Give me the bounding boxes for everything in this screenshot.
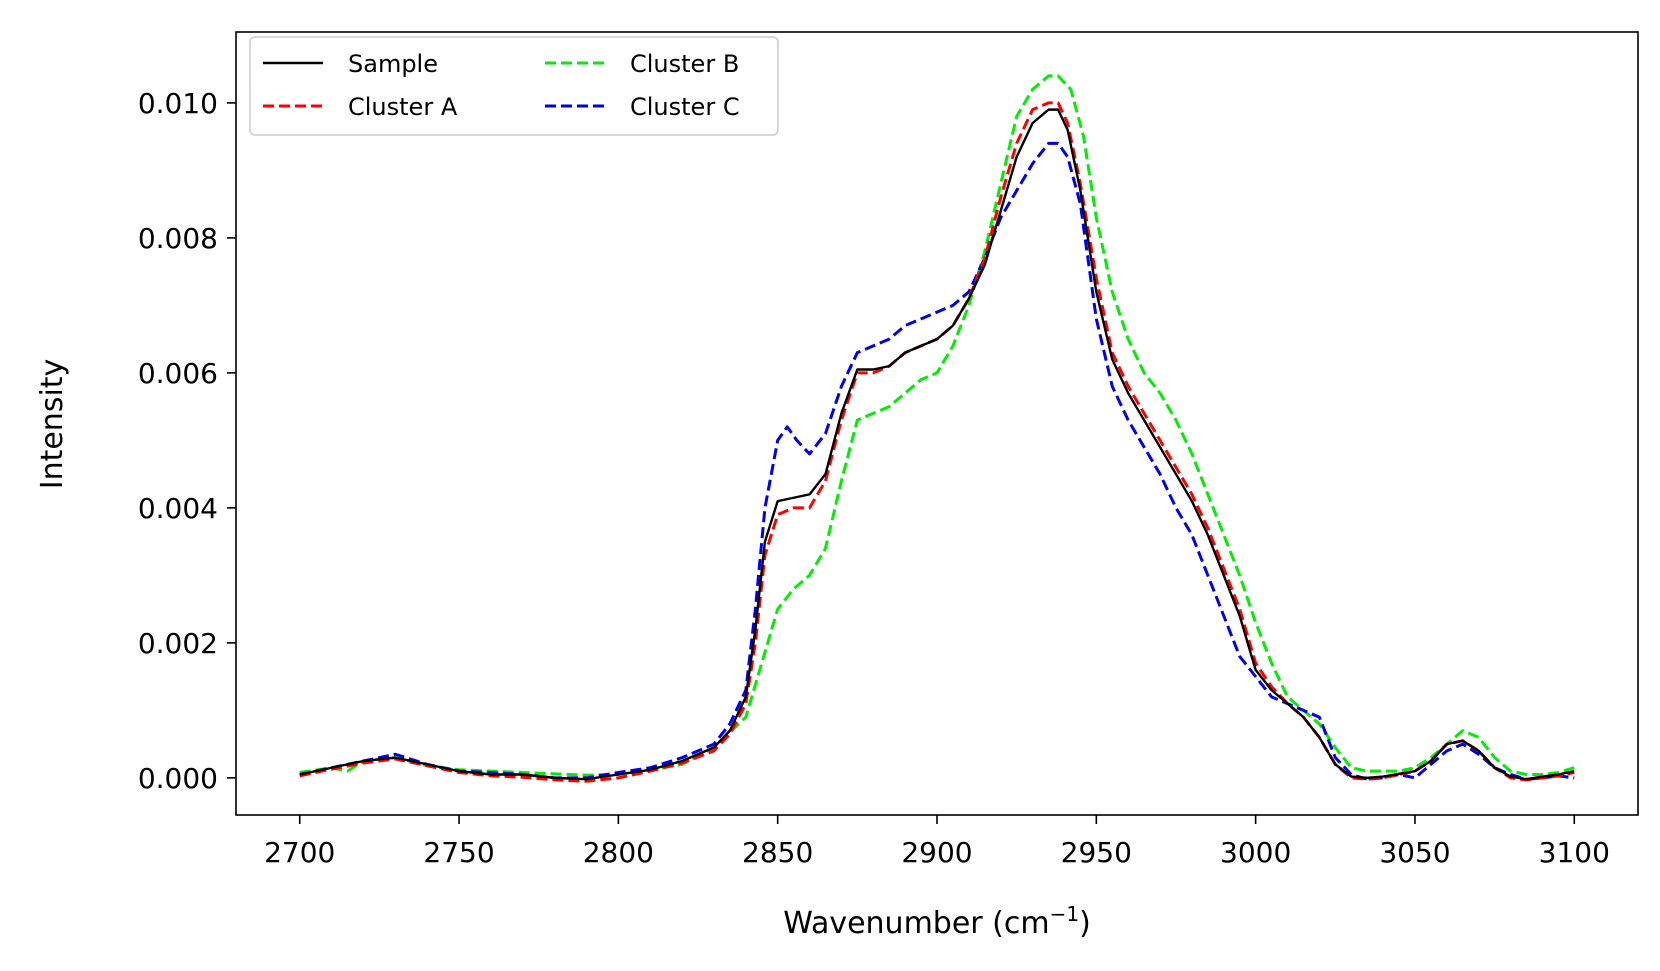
- series-line-sample: [299, 108, 1575, 781]
- x-tick-label: 3000: [1220, 836, 1291, 869]
- x-axis-title-superscript: −1: [1050, 902, 1079, 926]
- x-axis-title-close: ): [1079, 906, 1091, 941]
- x-tick-label: 2950: [1061, 836, 1132, 869]
- x-tick-label: 3050: [1379, 836, 1450, 869]
- x-tick-label: 2800: [583, 836, 654, 869]
- y-axis-title: Intensity: [35, 359, 70, 490]
- y-tick-label: 0.004: [138, 492, 218, 525]
- x-axis: 2700 2750 2800 2850 2900 2950 3000 3050 3100: [264, 815, 1610, 869]
- x-axis-title: Wavenumber (cm−1): [783, 902, 1091, 941]
- y-tick-label: 0.006: [138, 357, 218, 390]
- x-tick-label: 2750: [423, 836, 494, 869]
- legend-label-cluster-c: Cluster C: [630, 93, 740, 121]
- x-tick-label: 2850: [742, 836, 813, 869]
- legend-label-cluster-a: Cluster A: [348, 93, 458, 121]
- x-tick-label: 2700: [264, 836, 335, 869]
- legend: Sample Cluster A Cluster B Cluster C: [249, 36, 779, 136]
- y-tick-label: 0.000: [138, 762, 218, 795]
- x-tick-label: 2900: [901, 836, 972, 869]
- x-tick-label: 3100: [1539, 836, 1610, 869]
- y-axis: 0.000 0.002 0.004 0.006 0.008 0.010: [138, 87, 236, 795]
- legend-label-sample: Sample: [348, 50, 438, 78]
- series-line-cluster-b: [299, 74, 1575, 777]
- series-layer: [299, 74, 1575, 783]
- y-tick-label: 0.010: [138, 87, 218, 120]
- plot-area: [236, 32, 1638, 815]
- x-axis-title-main: Wavenumber (cm: [783, 906, 1049, 941]
- y-tick-label: 0.008: [138, 222, 218, 255]
- legend-box: [249, 36, 779, 136]
- legend-label-cluster-b: Cluster B: [630, 50, 739, 78]
- y-tick-label: 0.002: [138, 627, 218, 660]
